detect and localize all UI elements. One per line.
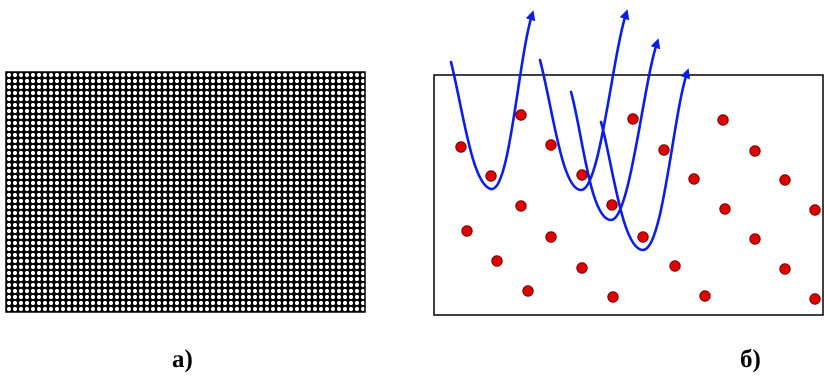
trajectory-3	[569, 38, 661, 222]
particle-22	[779, 174, 791, 186]
lattice-rectangle	[5, 71, 366, 313]
particle-4	[545, 139, 557, 151]
trajectory-4	[599, 68, 691, 252]
particle-10	[576, 262, 588, 274]
particle-8	[491, 255, 503, 267]
particle-9	[576, 169, 588, 181]
particle-7	[545, 231, 557, 243]
particle-27	[809, 293, 821, 305]
particle-20	[717, 114, 729, 126]
particle-15	[606, 199, 618, 211]
particle-12	[607, 291, 619, 303]
trajectory-2	[538, 9, 630, 192]
particle-14	[658, 144, 670, 156]
trajectory-1	[449, 10, 536, 191]
panel-b: б)	[433, 9, 824, 373]
particle-25	[779, 263, 791, 275]
particle-13	[627, 113, 639, 125]
trajectories-group	[449, 9, 691, 252]
particle-3	[485, 170, 497, 182]
container-box	[433, 74, 824, 316]
panel-a-label: а)	[172, 346, 193, 373]
particle-16	[637, 231, 649, 243]
particle-11	[522, 285, 534, 297]
particle-2	[515, 109, 527, 121]
particle-24	[749, 233, 761, 245]
particle-5	[515, 200, 527, 212]
particle-23	[719, 203, 731, 215]
particle-17	[669, 260, 681, 272]
particle-26	[809, 204, 821, 216]
particle-19	[688, 173, 700, 185]
particle-6	[461, 225, 473, 237]
particles-group	[455, 109, 821, 305]
panel-b-label: б)	[740, 346, 761, 373]
particle-18	[699, 290, 711, 302]
panel-a: а)	[5, 71, 366, 373]
particle-21	[749, 145, 761, 157]
particle-1	[455, 141, 467, 153]
